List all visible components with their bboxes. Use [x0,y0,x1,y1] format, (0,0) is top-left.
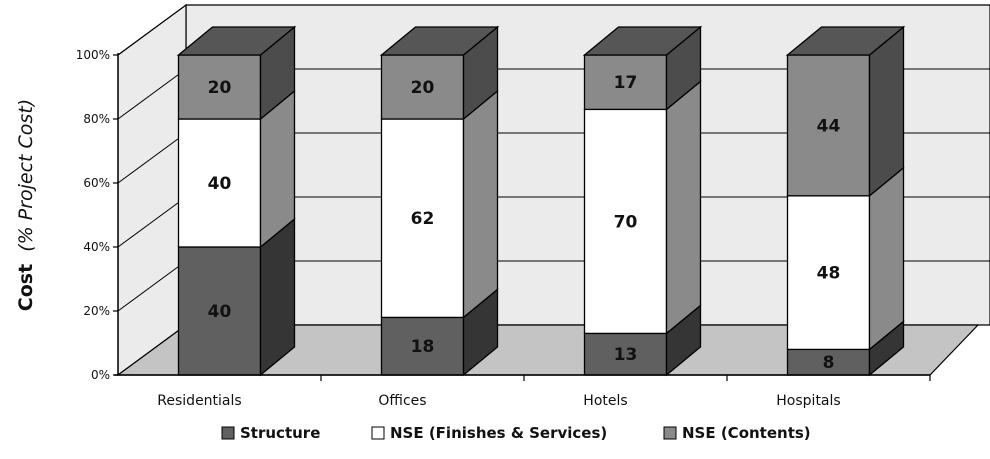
x-tick-label: Offices [378,393,426,409]
data-label: 8 [823,353,835,373]
gridline-side [117,196,187,248]
bar-stack-residentials: 40 40 20 [176,25,297,377]
gridline-side [117,132,187,184]
y-axis-label-bold: Cost [15,264,37,311]
bar-residentials-finishes [177,118,262,248]
data-label: 70 [614,212,638,232]
legend-swatch [371,426,385,440]
data-label: 18 [411,337,435,357]
bar-hospitals-contents-side [868,25,905,198]
bar-hospitals-contents [786,54,871,197]
legend-label: NSE (Contents) [682,424,811,442]
data-label: 20 [208,78,232,98]
gridline-side [117,4,187,56]
bar-hospitals-finishes-side [868,166,905,351]
data-label: 13 [614,345,638,365]
x-category-labels: Residentials Offices Hotels Hospitals [157,393,840,409]
y-tick-label: 60% [83,176,110,190]
bar-top-residentials [176,26,297,56]
x-tick-label: Hospitals [776,393,840,409]
y-tick-label: 100% [76,48,110,62]
data-label: 62 [411,209,435,229]
bar-hotels-finishes-side [665,80,702,335]
data-label: 40 [208,174,232,194]
side-wall [117,3,187,377]
gridline-side [117,68,187,120]
y-tick-labels: 0% 20% 40% 60% 80% 100% [76,48,110,382]
data-label: 48 [817,264,841,284]
data-label: 17 [614,73,638,93]
x-tick-label: Residentials [157,393,241,409]
data-label: 44 [817,116,841,136]
bar-top-hospitals [785,26,906,56]
bar-hospitals-structure [786,348,871,376]
data-label: 40 [208,302,232,322]
x-tick-label: Hotels [583,393,627,409]
legend: Structure NSE (Finishes & Services) NSE (C… [221,424,811,442]
y-tick-label: 80% [83,112,110,126]
legend-swatch [221,426,235,440]
y-axis-label: Cost (% Project Cost) [15,99,37,311]
legend-label: Structure [240,424,320,442]
bar-offices-contents [380,54,465,120]
data-label: 20 [411,78,435,98]
axes [113,53,931,381]
gridline-side [117,260,187,312]
legend-swatch [663,426,677,440]
y-tick-label: 20% [83,304,110,318]
bar-stack-hospitals: 8 48 44 [785,25,906,377]
y-tick-label: 0% [91,368,110,382]
bar-top-offices [379,26,500,56]
bar-top-hotels [582,26,703,56]
bar-hotels-contents [583,54,668,111]
bar-offices-finishes [380,118,465,319]
bar-offices-finishes-side [462,89,499,319]
y-tick-label: 40% [83,240,110,254]
bars: 40 40 20 18 62 20 13 70 17 8 48 44 [176,25,906,377]
bar-hotels-finishes [583,108,668,335]
bar-stack-hotels: 13 70 17 [582,25,703,377]
bar-stack-offices: 18 62 20 [379,25,500,377]
bar-hospitals-finishes [786,195,871,351]
y-axis-label-italic: (% Project Cost) [15,99,37,252]
legend-label: NSE (Finishes & Services) [390,424,607,442]
